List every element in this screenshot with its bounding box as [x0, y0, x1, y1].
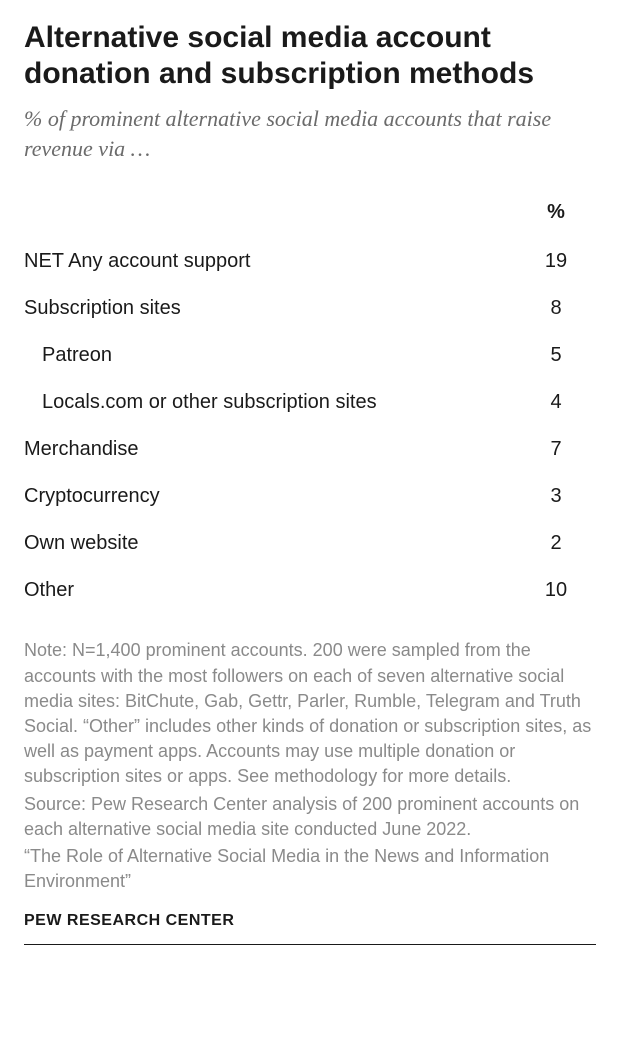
table-row: Patreon5	[24, 332, 596, 379]
report-title-text: “The Role of Alternative Social Media in…	[24, 844, 596, 894]
row-value: 7	[516, 438, 596, 461]
row-value: 19	[516, 250, 596, 273]
row-value: 4	[516, 391, 596, 414]
row-label: Patreon	[24, 344, 516, 367]
table-row: Locals.com or other subscription sites4	[24, 379, 596, 426]
attribution: PEW RESEARCH CENTER	[24, 912, 596, 945]
row-value: 10	[516, 579, 596, 602]
table-row: Cryptocurrency3	[24, 473, 596, 520]
row-value: 3	[516, 485, 596, 508]
data-table: % NET Any account support19Subscription …	[24, 193, 596, 614]
source-text: Source: Pew Research Center analysis of …	[24, 792, 596, 842]
note-text: Note: N=1,400 prominent accounts. 200 we…	[24, 638, 596, 789]
table-header-row: %	[24, 193, 596, 238]
row-label: Locals.com or other subscription sites	[24, 391, 516, 414]
table-row: Merchandise7	[24, 426, 596, 473]
row-label: Subscription sites	[24, 297, 516, 320]
row-value: 8	[516, 297, 596, 320]
table-row: Other10	[24, 567, 596, 614]
row-label: Other	[24, 579, 516, 602]
header-value: %	[516, 201, 596, 224]
header-label	[24, 201, 516, 224]
row-value: 2	[516, 532, 596, 555]
row-value: 5	[516, 344, 596, 367]
chart-subtitle: % of prominent alternative social media …	[24, 104, 596, 163]
table-row: Subscription sites8	[24, 285, 596, 332]
chart-title: Alternative social media account donatio…	[24, 20, 596, 92]
footnotes: Note: N=1,400 prominent accounts. 200 we…	[24, 638, 596, 894]
row-label: Cryptocurrency	[24, 485, 516, 508]
row-label: Merchandise	[24, 438, 516, 461]
table-row: Own website2	[24, 520, 596, 567]
row-label: NET Any account support	[24, 250, 516, 273]
table-row: NET Any account support19	[24, 238, 596, 285]
table-body: NET Any account support19Subscription si…	[24, 238, 596, 614]
row-label: Own website	[24, 532, 516, 555]
